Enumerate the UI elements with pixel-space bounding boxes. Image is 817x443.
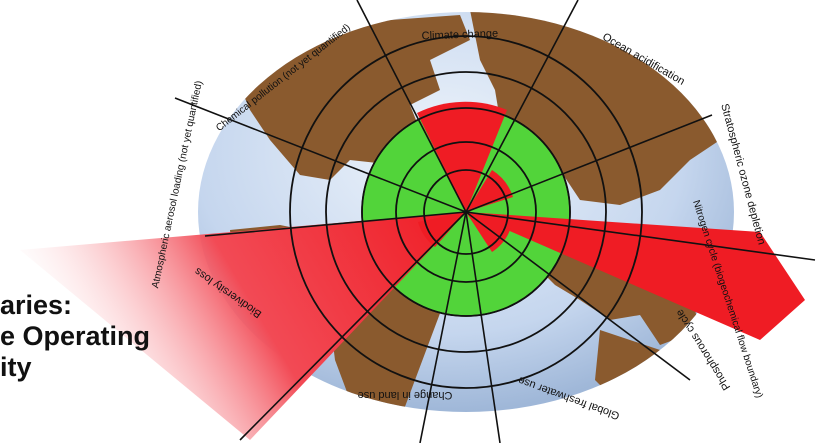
sector-dividers [174,0,816,443]
label-land-use: Change in land use [358,389,453,401]
wedge-freshwater [466,212,512,252]
wedge-nitrogen-cycle [466,212,805,340]
wedge-climate-change [417,101,507,212]
boundary-rings [289,35,643,389]
label-climate-change: Climate change [421,28,498,43]
title-line-2: e Operating [0,321,151,351]
title-line-1: aries: [0,290,73,320]
title-line-3: ity [0,352,32,382]
wedge-biodiversity-loss [20,212,466,440]
wedge-land-use [418,212,466,247]
slide-title-fragment: aries: e Operating ity [0,290,150,383]
wedge-ocean-acidification [466,170,513,212]
exceeded-boundaries [20,101,805,440]
